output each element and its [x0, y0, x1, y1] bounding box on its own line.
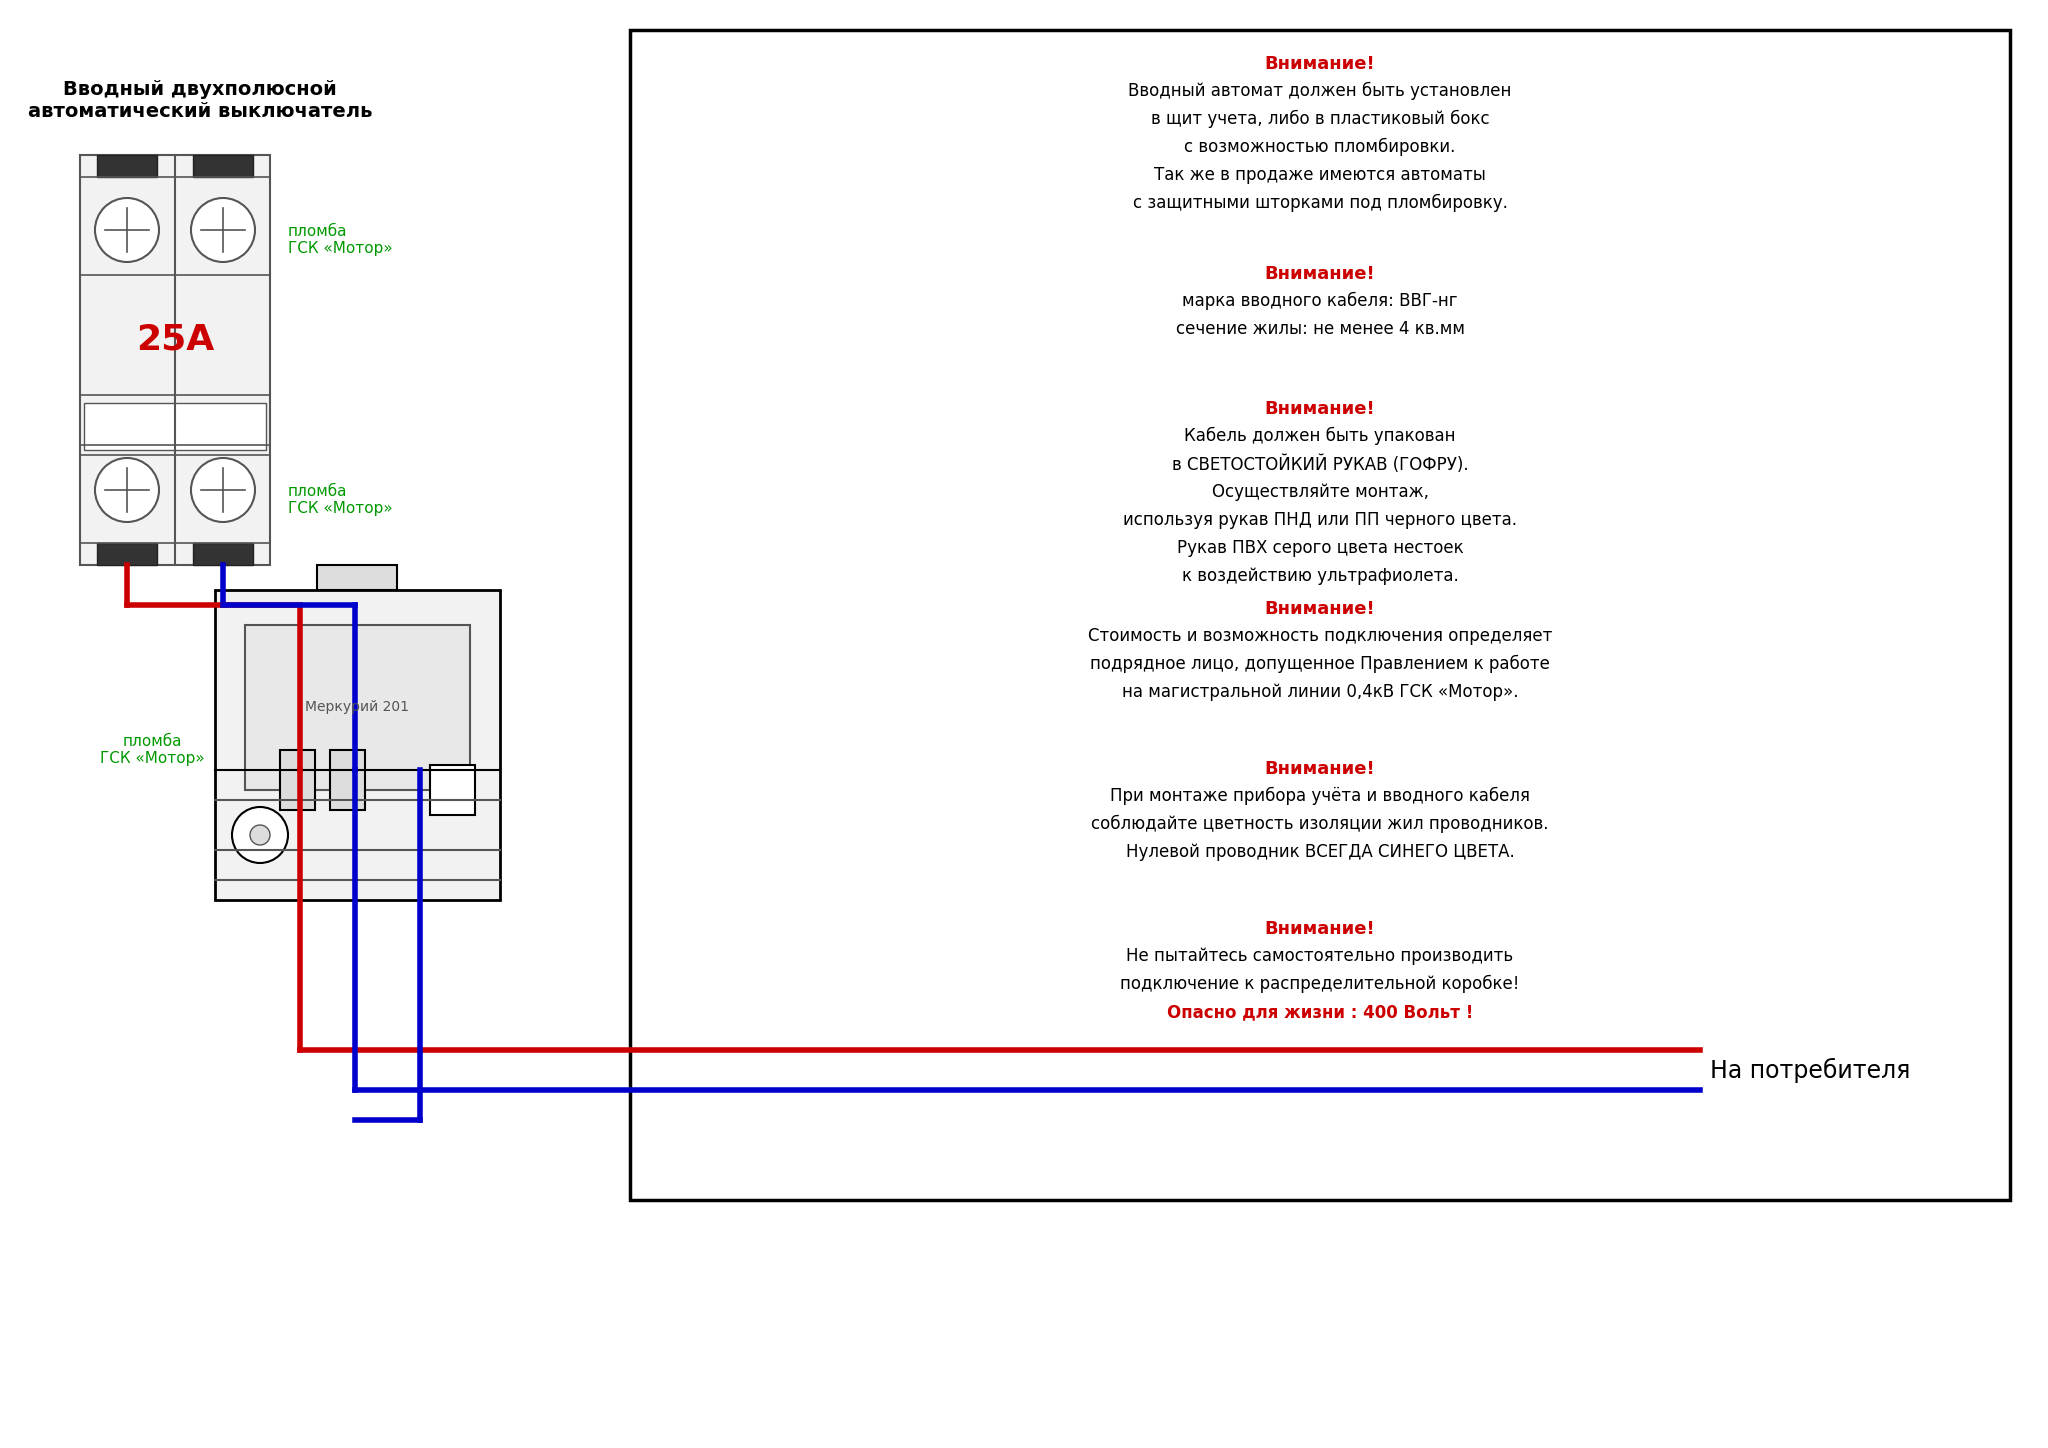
- Text: Так же в продаже имеются автоматы: Так же в продаже имеются автоматы: [1155, 167, 1487, 184]
- Text: в щит учета, либо в пластиковый бокс: в щит учета, либо в пластиковый бокс: [1151, 110, 1489, 129]
- Text: соблюдайте цветность изоляции жил проводников.: соблюдайте цветность изоляции жил провод…: [1092, 815, 1548, 833]
- Bar: [84, 403, 266, 450]
- Text: Рукав ПВХ серого цвета нестоек: Рукав ПВХ серого цвета нестоек: [1178, 539, 1464, 557]
- Bar: [317, 565, 397, 589]
- Text: в СВЕТОСТОЙКИЙ РУКАВ (ГОФРУ).: в СВЕТОСТОЙКИЙ РУКАВ (ГОФРУ).: [1171, 455, 1468, 473]
- Text: При монтаже прибора учёта и вводного кабеля: При монтаже прибора учёта и вводного каб…: [1110, 788, 1530, 805]
- Bar: [631, 30, 2009, 1200]
- Text: Стоимость и возможность подключения определяет: Стоимость и возможность подключения опре…: [1087, 627, 1552, 644]
- Text: подключение к распределительной коробке!: подключение к распределительной коробке!: [1120, 975, 1520, 993]
- Text: 25А: 25А: [135, 323, 215, 358]
- Text: с возможностью пломбировки.: с возможностью пломбировки.: [1184, 138, 1456, 156]
- Text: пломба
ГСК «Мотор»: пломба ГСК «Мотор»: [289, 484, 393, 515]
- Text: к воздействию ультрафиолета.: к воздействию ультрафиолета.: [1182, 568, 1458, 585]
- Text: Опасно для жизни : 400 Вольт !: Опасно для жизни : 400 Вольт !: [1167, 1003, 1473, 1021]
- Text: Внимание!: Внимание!: [1266, 919, 1376, 938]
- Text: пломба
ГСК «Мотор»: пломба ГСК «Мотор»: [100, 734, 205, 766]
- Bar: [96, 543, 158, 565]
- Text: Вводный автомат должен быть установлен: Вводный автомат должен быть установлен: [1128, 83, 1511, 100]
- Bar: [80, 155, 270, 565]
- Circle shape: [250, 825, 270, 846]
- Text: Внимание!: Внимание!: [1266, 599, 1376, 618]
- Circle shape: [94, 458, 160, 521]
- Bar: [193, 543, 254, 565]
- Text: подрядное лицо, допущенное Правлением к работе: подрядное лицо, допущенное Правлением к …: [1090, 654, 1550, 673]
- Text: с защитными шторками под пломбировку.: с защитными шторками под пломбировку.: [1133, 194, 1507, 213]
- Bar: [215, 589, 500, 901]
- Bar: [96, 155, 158, 177]
- Text: пломба
ГСК «Мотор»: пломба ГСК «Мотор»: [289, 224, 393, 256]
- Text: Кабель должен быть упакован: Кабель должен быть упакован: [1184, 427, 1456, 445]
- Text: Меркурий 201: Меркурий 201: [305, 699, 410, 714]
- Text: Вводный двухполюсной
автоматический выключатель: Вводный двухполюсной автоматический выкл…: [29, 80, 373, 122]
- Text: сечение жилы: не менее 4 кв.мм: сечение жилы: не менее 4 кв.мм: [1176, 320, 1464, 337]
- Text: Внимание!: Внимание!: [1266, 55, 1376, 72]
- Circle shape: [94, 198, 160, 262]
- Circle shape: [190, 458, 256, 521]
- Bar: [281, 750, 315, 809]
- Text: Не пытайтесь самостоятельно производить: Не пытайтесь самостоятельно производить: [1126, 947, 1513, 964]
- Circle shape: [190, 198, 256, 262]
- Text: Внимание!: Внимание!: [1266, 400, 1376, 418]
- Bar: [430, 765, 475, 815]
- Text: На потребителя: На потребителя: [1710, 1057, 1911, 1083]
- Text: Внимание!: Внимание!: [1266, 265, 1376, 282]
- Text: на магистральной линии 0,4кВ ГСК «Мотор».: на магистральной линии 0,4кВ ГСК «Мотор»…: [1122, 683, 1518, 701]
- Bar: [330, 750, 365, 809]
- Text: марка вводного кабеля: ВВГ-нг: марка вводного кабеля: ВВГ-нг: [1182, 292, 1458, 310]
- Text: Внимание!: Внимание!: [1266, 760, 1376, 778]
- Text: Осуществляйте монтаж,: Осуществляйте монтаж,: [1212, 484, 1430, 501]
- Bar: [246, 626, 469, 791]
- Circle shape: [231, 807, 289, 863]
- Text: Нулевой проводник ВСЕГДА СИНЕГО ЦВЕТА.: Нулевой проводник ВСЕГДА СИНЕГО ЦВЕТА.: [1126, 843, 1513, 862]
- Bar: [193, 155, 254, 177]
- Text: используя рукав ПНД или ПП черного цвета.: используя рукав ПНД или ПП черного цвета…: [1122, 511, 1518, 529]
